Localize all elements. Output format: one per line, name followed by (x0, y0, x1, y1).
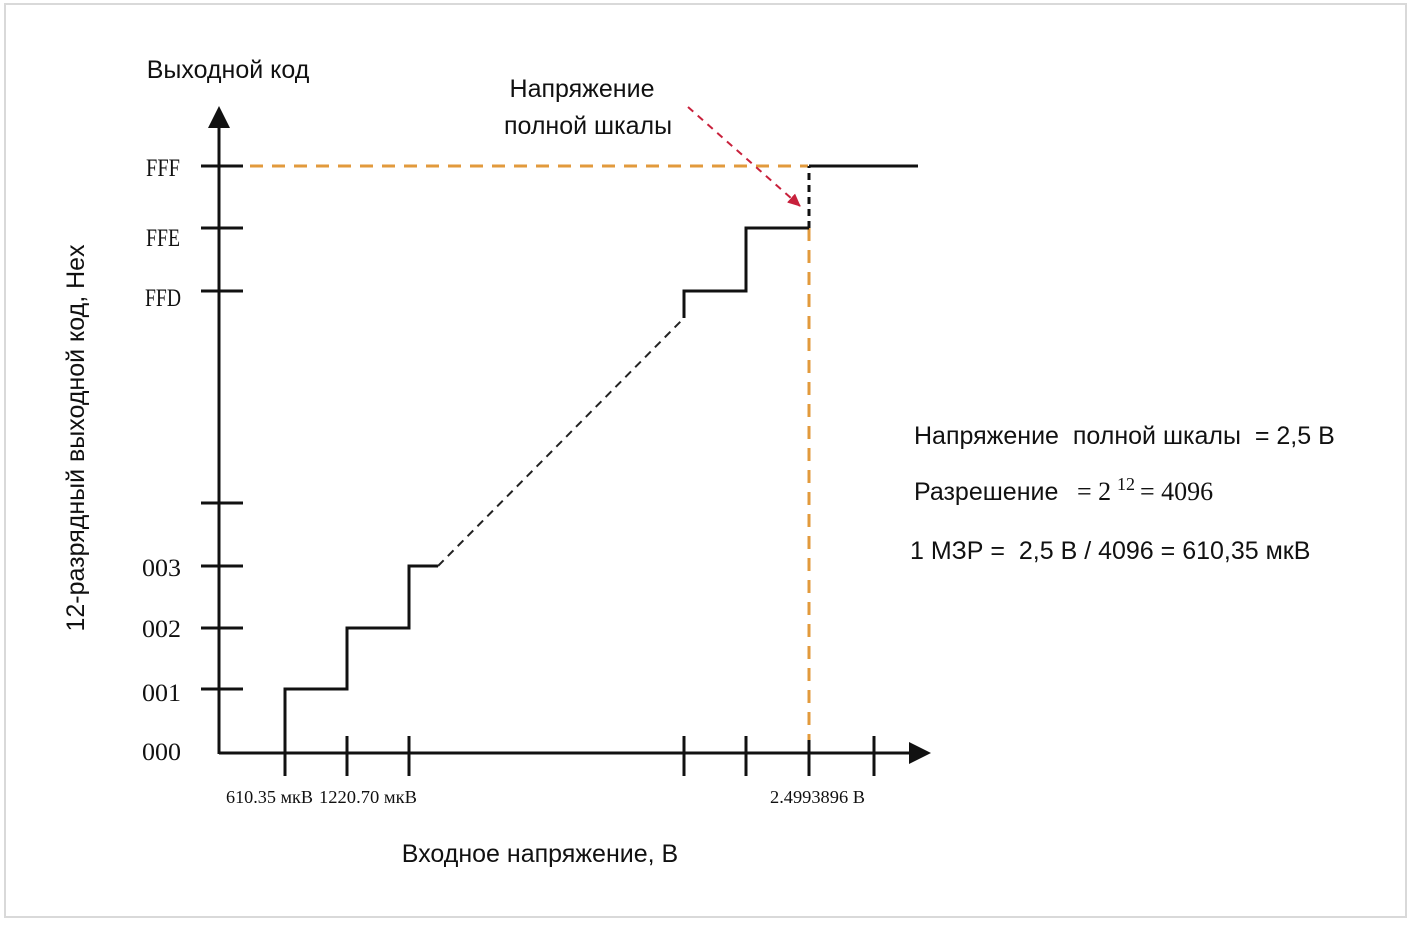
x-axis-title: Входное напряжение, В (402, 840, 678, 868)
formulas-block: Напряжение полной шкалы = 2,5 В Разрешен… (910, 422, 1335, 565)
full-scale-annotation: Напряжение полной шкалы (504, 75, 672, 140)
y-tick-label-003: 003 (142, 555, 181, 582)
y-tick-label-001: 001 (142, 680, 181, 707)
diagram-frame (4, 3, 1407, 918)
formula-lsb: 1 МЗР = 2,5 В / 4096 = 610,35 мкВ (910, 537, 1310, 565)
x-tick-marks (283, 736, 876, 776)
y-tick-label-ffe: FFE (146, 225, 180, 252)
formula-full-scale: Напряжение полной шкалы = 2,5 В (914, 422, 1335, 450)
x-tick-label-1220: 1220.70 мкВ (319, 787, 417, 807)
y-axis-title: Выходной код (147, 56, 310, 84)
formula-resolution-exponent: 12 (1117, 474, 1135, 494)
formula-resolution-label: Разрешение (914, 478, 1058, 506)
dashed-connector (437, 317, 685, 567)
x-tick-label-610: 610.35 мкВ (226, 787, 313, 807)
x-tick-label-full-scale: 2.4993896 В (770, 787, 865, 807)
y-tick-label-fff: FFF (146, 155, 180, 182)
y-tick-label-ffd: FFD (145, 285, 181, 312)
annotation-line-1: Напряжение (510, 75, 655, 103)
x-axis-arrowhead (909, 742, 931, 764)
annotation-line-2: полной шкалы (504, 112, 672, 140)
y-tick-marks (201, 164, 243, 691)
y-tick-label-002: 002 (142, 616, 181, 643)
y-tick-label-000: 000 (142, 739, 181, 766)
formula-resolution-eq: = 2 (1077, 477, 1111, 506)
upper-staircase (682, 226, 809, 318)
lower-staircase (283, 564, 438, 754)
full-scale-arrow (687, 106, 801, 207)
y-axis-arrowhead (208, 106, 230, 128)
formula-resolution-result: = 4096 (1140, 477, 1213, 506)
y-side-label: 12-разрядный выходной код, Hex (62, 244, 90, 632)
y-tick-labels: FFF FFE FFD 003 002 001 000 (142, 155, 181, 766)
x-tick-labels: 610.35 мкВ 1220.70 мкВ 2.4993896 В (226, 787, 865, 807)
